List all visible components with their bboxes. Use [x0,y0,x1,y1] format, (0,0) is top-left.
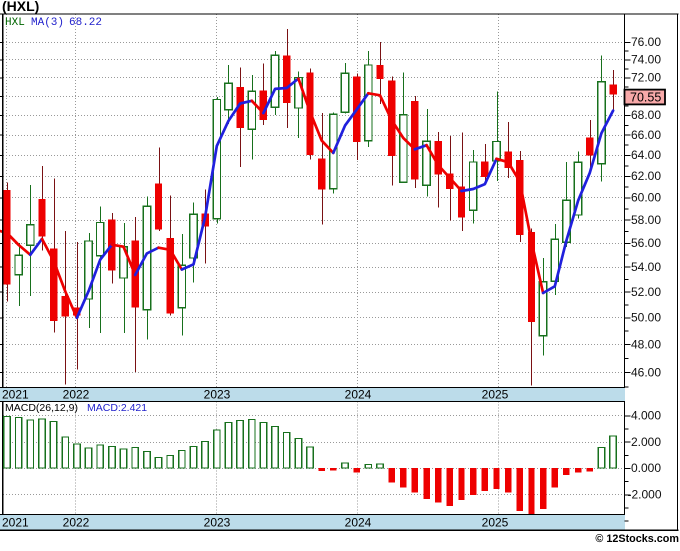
svg-text:72.00: 72.00 [631,71,661,85]
svg-text:2021: 2021 [2,388,29,402]
svg-text:48.00: 48.00 [631,337,661,351]
svg-text:MACD:2.421: MACD:2.421 [87,402,147,414]
svg-text:64.00: 64.00 [631,148,661,162]
svg-text:60.00: 60.00 [631,191,661,205]
svg-text:-2.000: -2.000 [628,488,662,502]
svg-text:2023: 2023 [204,516,231,530]
svg-text:0.000: 0.000 [631,461,661,475]
svg-text:2025: 2025 [482,516,509,530]
svg-text:© 12Stocks.com: © 12Stocks.com [595,533,679,545]
svg-text:68.00: 68.00 [631,108,661,122]
svg-text:2022: 2022 [63,388,90,402]
svg-text:2.000: 2.000 [631,435,661,449]
svg-text:56.00: 56.00 [631,236,661,250]
svg-text:2021: 2021 [2,516,29,530]
svg-text:46.00: 46.00 [631,365,661,379]
svg-text:74.00: 74.00 [631,53,661,67]
svg-text:4.000: 4.000 [631,409,661,423]
svg-text:2024: 2024 [345,388,372,402]
svg-text:62.00: 62.00 [631,169,661,183]
svg-text:70.55: 70.55 [630,90,661,104]
svg-text:2024: 2024 [345,516,372,530]
svg-text:MACD(26,12,9): MACD(26,12,9) [5,402,78,414]
svg-text:2025: 2025 [482,388,509,402]
svg-text:50.00: 50.00 [631,311,661,325]
svg-text:2023: 2023 [204,388,231,402]
svg-text:2022: 2022 [63,516,90,530]
svg-text:52.00: 52.00 [631,285,661,299]
svg-text:58.00: 58.00 [631,213,661,227]
svg-text:54.00: 54.00 [631,260,661,274]
svg-text:66.00: 66.00 [631,128,661,142]
svg-text:76.00: 76.00 [631,35,661,49]
svg-text:(HXL): (HXL) [2,0,39,14]
